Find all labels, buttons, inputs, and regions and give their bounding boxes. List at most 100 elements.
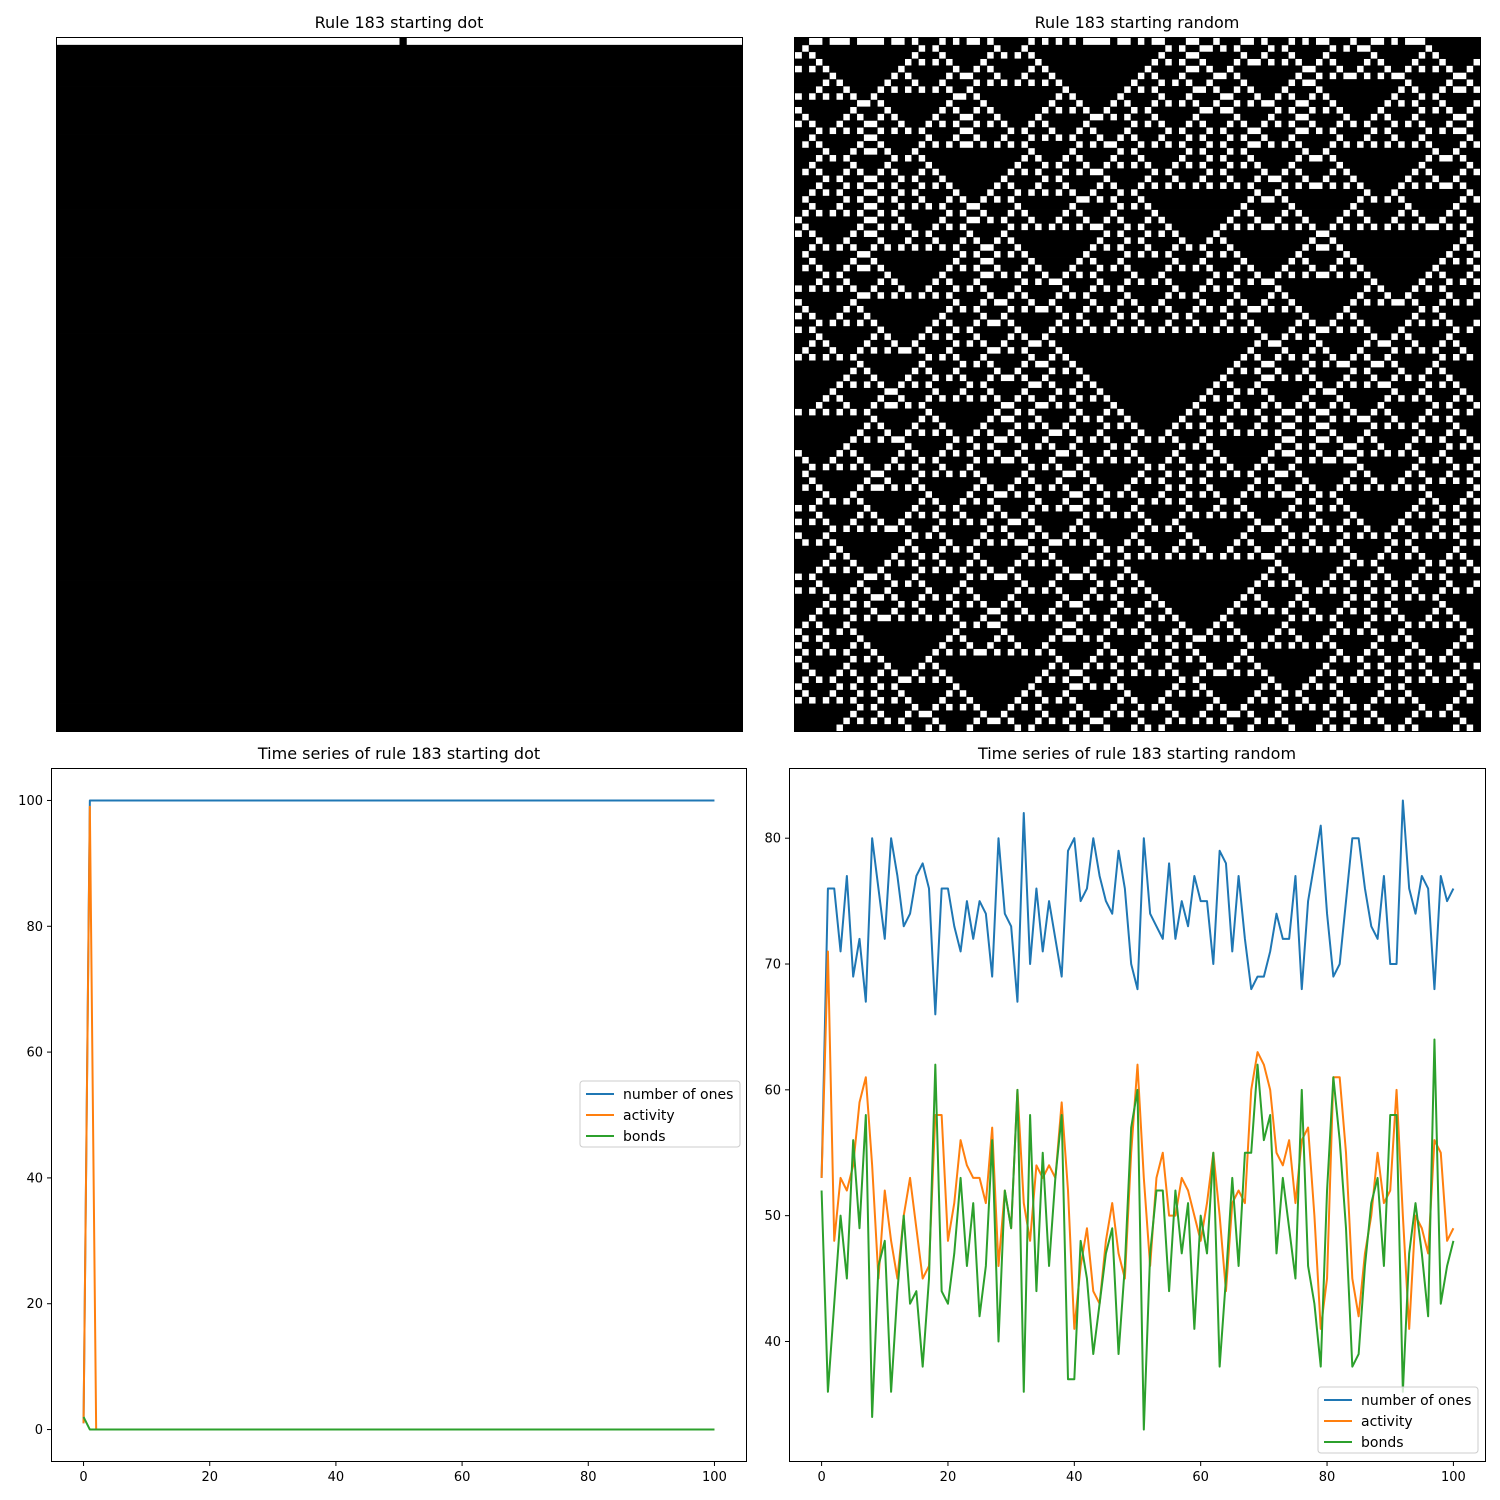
ca-cell-run <box>979 497 988 505</box>
ca-cell-run <box>795 422 864 430</box>
ca-cell-run <box>1466 552 1481 560</box>
ca-cell-run <box>1281 559 1344 567</box>
ca-cell-run <box>1116 511 1125 519</box>
ca-cell-run <box>1411 346 1419 355</box>
ca-cell-run <box>1055 634 1063 643</box>
ca-cell-run <box>890 161 926 169</box>
ca-cell-run <box>925 593 933 602</box>
ca-cell-run <box>1219 230 1316 238</box>
ca-cell-run <box>973 490 995 499</box>
ca-cell-run <box>1027 223 1036 231</box>
ca-cell-run <box>836 387 885 396</box>
ca-cell-run <box>1295 202 1351 210</box>
ca-cell-run <box>1007 175 1042 183</box>
ca-cell-run <box>1226 511 1234 519</box>
ca-cell-run <box>918 559 940 567</box>
ca-cell-run <box>1459 477 1467 485</box>
ca-cell-run <box>1315 79 1406 87</box>
ca-cell-run <box>795 223 803 231</box>
ca-cell-run <box>1226 456 1262 464</box>
ca-cell-run <box>1014 127 1022 135</box>
ca-cell-run <box>1253 99 1262 108</box>
ca-cell-run <box>952 86 967 94</box>
ca-cell-run <box>1356 470 1364 478</box>
ca-cell-run <box>1062 504 1070 512</box>
ca-cell-run <box>399 38 407 46</box>
ca-cell-run <box>986 710 1001 718</box>
ca-cell-run <box>932 381 967 389</box>
ca-cell-run <box>1281 429 1296 437</box>
ca-cell-run <box>1308 682 1316 691</box>
ca-cell-run <box>973 127 1008 135</box>
ca-cell-run <box>1240 223 1248 231</box>
ca-cell-run <box>918 147 1029 156</box>
ca-cell-run <box>1021 641 1042 650</box>
ca-cell-run <box>1390 682 1399 691</box>
ca-cell-run <box>856 92 871 101</box>
ca-cell-run <box>932 394 940 403</box>
y-tick-label: 100 <box>18 794 43 809</box>
ca-cell-run <box>1445 99 1474 108</box>
ca-cell-run <box>1123 285 1173 293</box>
ca-cell-run <box>1397 188 1467 197</box>
ca-cell-run <box>1267 429 1275 437</box>
ca-cell-run <box>1349 415 1358 423</box>
ca-cell-run <box>1343 65 1358 73</box>
ca-cell-run <box>1164 38 1186 46</box>
ca-cell-run <box>1014 346 1022 355</box>
ca-cell-run <box>849 442 905 451</box>
ca-cell-run <box>1158 497 1166 505</box>
ca-cell-run <box>1425 566 1447 574</box>
ca-cell-run <box>1014 291 1022 300</box>
ca-cell-run <box>1315 497 1337 505</box>
ca-cell-run <box>1048 559 1056 567</box>
ca-cell-run <box>1418 86 1440 94</box>
ca-cell-run <box>884 655 926 663</box>
ca-cell-run <box>842 696 851 704</box>
ca-cell-run <box>1438 607 1447 615</box>
ca-cell-run <box>57 483 743 492</box>
ca-cell-run <box>1199 442 1207 451</box>
ca-cell-run <box>1425 216 1440 224</box>
ca-cell-run <box>822 319 830 327</box>
ca-cell-run <box>1418 573 1426 581</box>
ca-cell-run <box>57 188 743 197</box>
ca-cell-run <box>1082 504 1104 512</box>
ca-cell-run <box>1260 689 1282 698</box>
ca-cell-run <box>815 120 837 128</box>
ca-cell-run <box>1089 216 1104 224</box>
ca-cell-run <box>1185 676 1193 684</box>
ca-cell-run <box>1199 65 1207 73</box>
ca-cell-run <box>1041 676 1049 684</box>
ca-cell-run <box>1089 538 1097 547</box>
ca-cell-run <box>1329 422 1371 430</box>
ca-cell-run <box>829 518 851 526</box>
ca-cell-run <box>57 470 743 478</box>
ca-cell-run <box>1329 106 1337 114</box>
ca-cell-run <box>829 600 851 608</box>
ca-cell-run <box>1452 621 1460 629</box>
y-tick-label: 40 <box>26 1171 43 1186</box>
ca-cell-run <box>918 79 940 87</box>
ca-cell-run <box>1089 291 1125 300</box>
ca-cell-run <box>57 305 743 313</box>
ca-cell-run <box>1418 223 1426 231</box>
ca-cell-run <box>57 710 743 718</box>
ca-cell-run <box>1021 285 1063 293</box>
ca-cell-run <box>1411 580 1447 588</box>
ca-cell-run <box>1322 545 1330 553</box>
ca-cell-run <box>877 573 885 581</box>
ca-cell-run <box>966 511 988 519</box>
ca-cell-run <box>1363 532 1371 540</box>
ca-cell-run <box>1103 113 1111 121</box>
ca-cell-run <box>1192 161 1200 169</box>
ca-cell-run <box>932 367 953 375</box>
ca-cell-run <box>877 689 899 698</box>
ca-cell-run <box>1144 703 1152 711</box>
ca-cell-run <box>822 483 858 492</box>
ca-cell-run <box>1295 134 1337 142</box>
ca-cell-run <box>57 538 743 547</box>
ca-cell-run <box>1089 710 1104 718</box>
ca-cell-run <box>1075 621 1111 629</box>
ca-cell-run <box>1322 182 1330 190</box>
